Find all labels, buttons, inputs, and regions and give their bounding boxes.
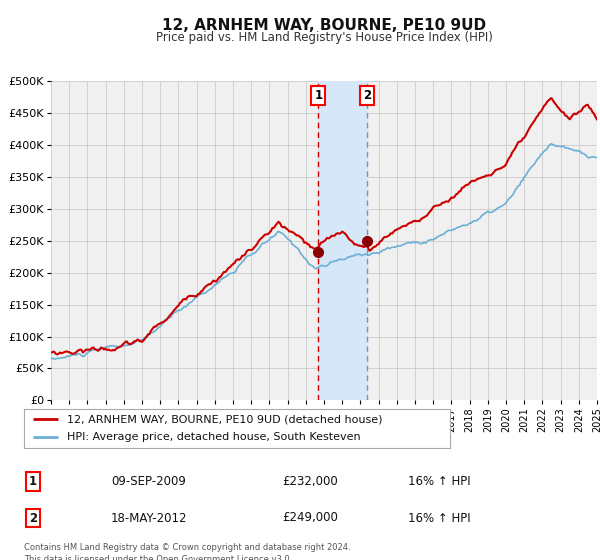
- Text: Price paid vs. HM Land Registry's House Price Index (HPI): Price paid vs. HM Land Registry's House …: [155, 31, 493, 44]
- Text: 16% ↑ HPI: 16% ↑ HPI: [408, 511, 470, 525]
- Text: £249,000: £249,000: [282, 511, 338, 525]
- Text: 2: 2: [29, 511, 37, 525]
- Text: 09-SEP-2009: 09-SEP-2009: [111, 475, 186, 488]
- Text: £232,000: £232,000: [282, 475, 338, 488]
- Text: 1: 1: [29, 475, 37, 488]
- Text: 2: 2: [363, 88, 371, 102]
- Text: 1: 1: [314, 88, 322, 102]
- Bar: [319, 81, 367, 400]
- Text: 12, ARNHEM WAY, BOURNE, PE10 9UD: 12, ARNHEM WAY, BOURNE, PE10 9UD: [162, 18, 486, 33]
- Text: HPI: Average price, detached house, South Kesteven: HPI: Average price, detached house, Sout…: [67, 432, 360, 442]
- Text: 18-MAY-2012: 18-MAY-2012: [111, 511, 187, 525]
- Text: 12, ARNHEM WAY, BOURNE, PE10 9UD (detached house): 12, ARNHEM WAY, BOURNE, PE10 9UD (detach…: [67, 414, 382, 424]
- Text: Contains HM Land Registry data © Crown copyright and database right 2024.
This d: Contains HM Land Registry data © Crown c…: [24, 543, 350, 560]
- Text: 16% ↑ HPI: 16% ↑ HPI: [408, 475, 470, 488]
